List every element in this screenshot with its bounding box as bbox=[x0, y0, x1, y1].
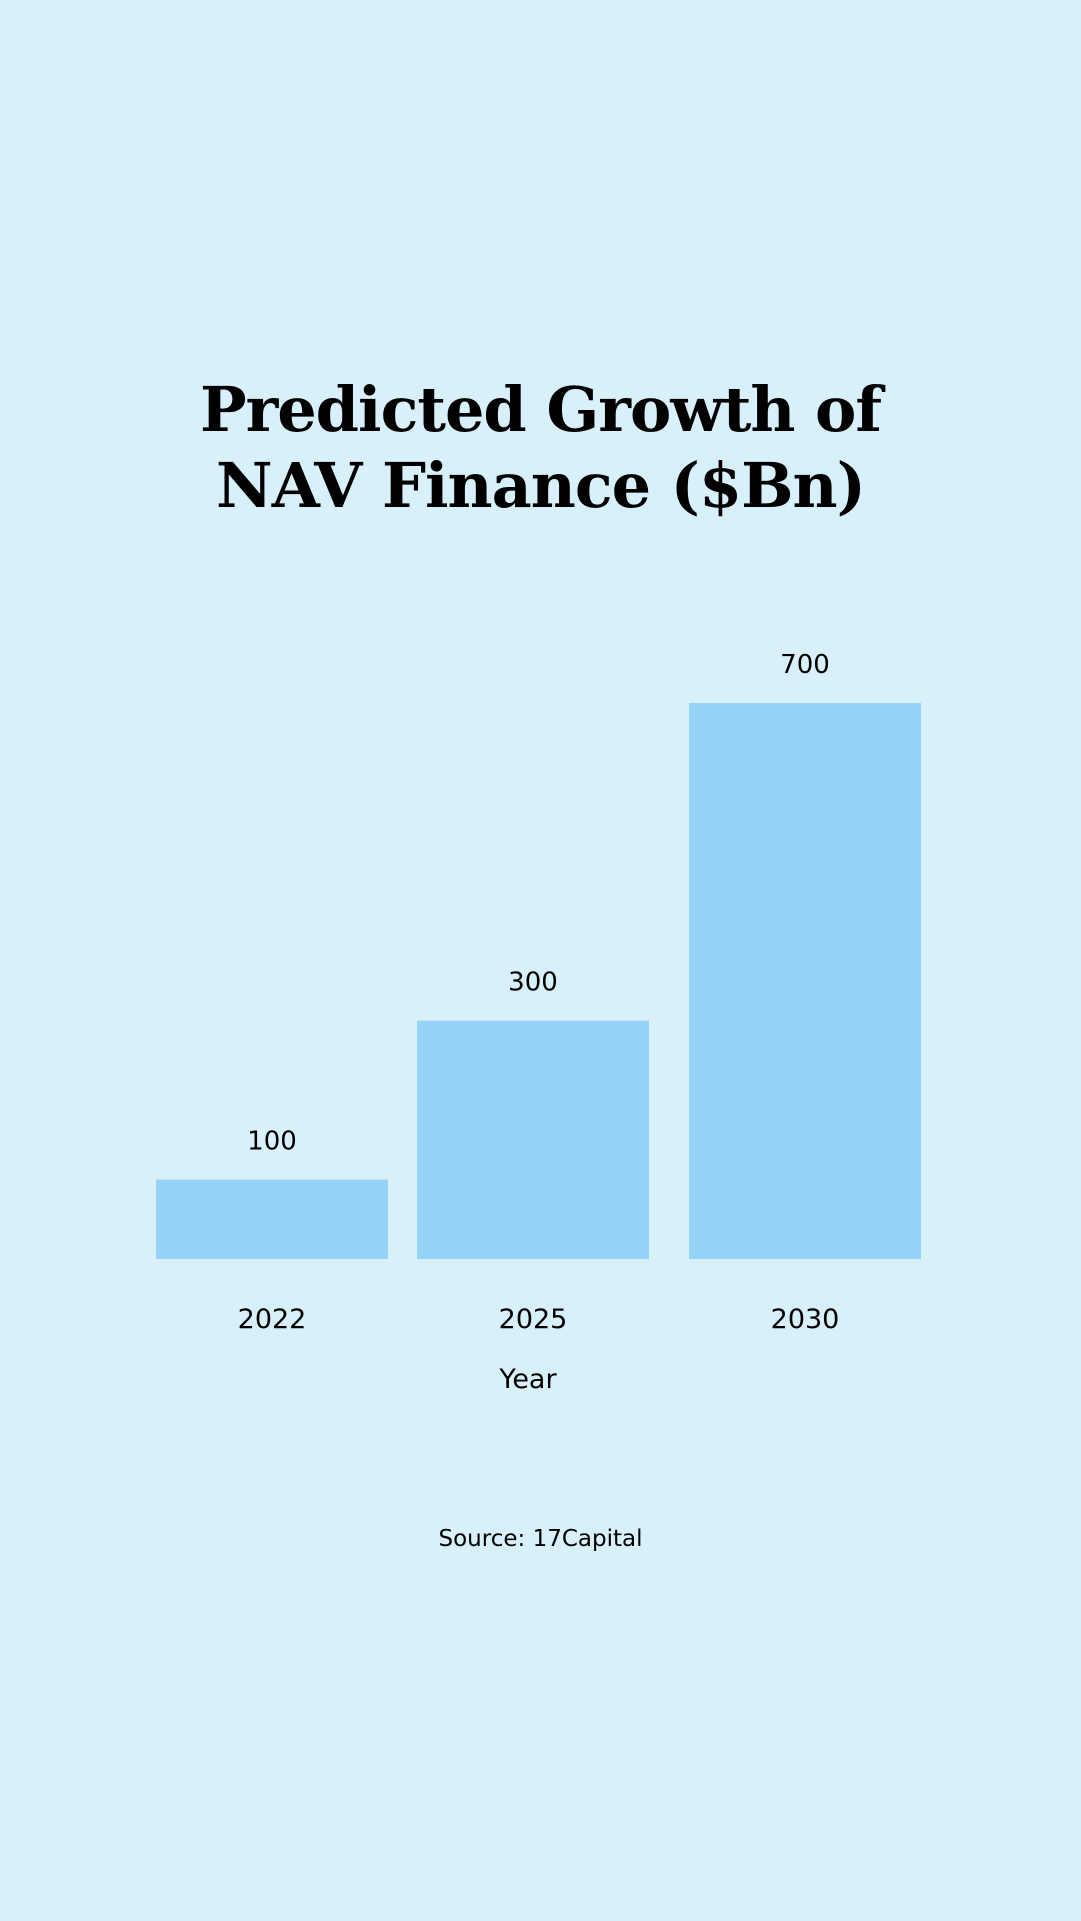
bar-2030 bbox=[689, 703, 921, 1259]
chart-title-line-1: Predicted Growth of bbox=[199, 373, 882, 446]
value-label-2030: 700 bbox=[780, 650, 830, 680]
bar-2025 bbox=[417, 1020, 649, 1259]
value-labels-group: 100 300 700 bbox=[247, 650, 830, 1157]
chart-title: Predicted Growth of NAV Finance ($Bn) bbox=[0, 372, 1081, 524]
category-label-2025: 2025 bbox=[499, 1304, 568, 1335]
source-note: Source: 17Capital bbox=[438, 1526, 643, 1552]
x-axis-label: Year bbox=[498, 1364, 557, 1395]
value-label-2022: 100 bbox=[247, 1127, 297, 1157]
value-label-2025: 300 bbox=[508, 968, 558, 998]
bars-group bbox=[156, 703, 921, 1259]
category-labels-group: 2022 2025 2030 bbox=[238, 1304, 840, 1335]
category-label-2030: 2030 bbox=[771, 1304, 840, 1335]
bar-2022 bbox=[156, 1179, 388, 1259]
category-label-2022: 2022 bbox=[238, 1304, 307, 1335]
chart-title-line-2: NAV Finance ($Bn) bbox=[216, 449, 866, 522]
